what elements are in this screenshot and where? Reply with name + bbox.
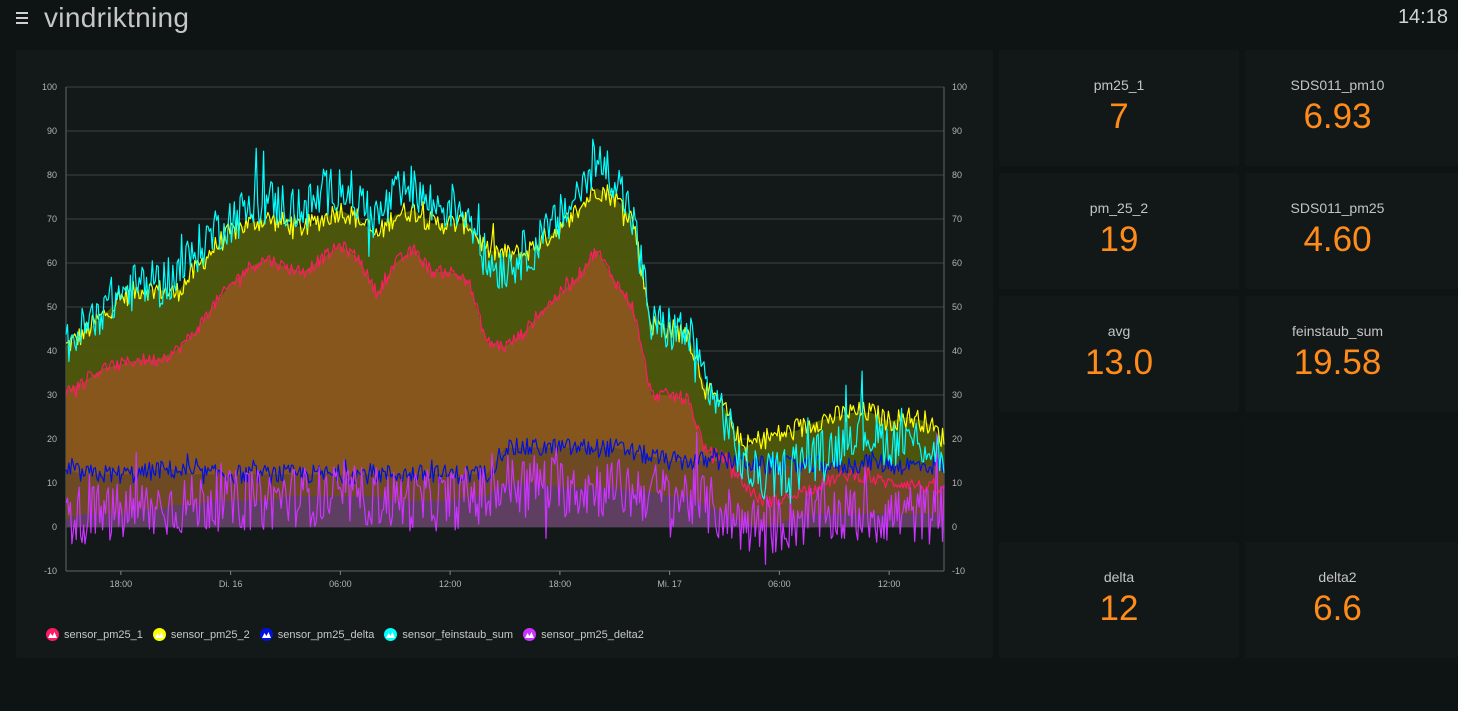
legend-swatch-icon [152,628,166,641]
tile-value: 7 [1109,97,1129,136]
x-tick-label: 06:00 [768,579,791,589]
tile-avg: avg 13.0 [999,296,1239,412]
chart-card: -10 -10 0 0 10 10 20 20 30 30 40 40 50 50 60 60 70 70 80 80… [16,50,993,658]
tile-value: 6.6 [1313,589,1362,628]
y-tick-label-left: 50 [47,302,57,312]
tile-label: delta [1103,569,1135,585]
y-tick-label-right: 20 [952,434,962,444]
legend-label: sensor_pm25_2 [170,628,250,641]
legend-item[interactable]: sensor_feinstaub_sum [384,628,513,641]
y-tick-label-right: 0 [952,522,957,532]
x-tick-label: 12:00 [439,579,462,589]
y-tick-label-right: -10 [952,566,965,576]
chart-legend: sensor_pm25_1 sensor_pm25_2 sensor_pm25_de… [46,628,644,641]
sensor_pm25_delta2-line [65,432,945,565]
tile-value: 19 [1099,220,1139,259]
particulate-chart: -10 -10 0 0 10 10 20 20 30 30 40 40 50 50 60 60 70 70 80 80… [42,82,967,589]
x-tick-label: 18:00 [549,579,572,589]
legend-label: sensor_pm25_delta [277,628,375,641]
legend-item[interactable]: sensor_pm25_1 [46,628,143,641]
tile-pm25-1: pm25_1 7 [999,50,1239,166]
tile-delta2: delta2 6.6 [1245,542,1458,658]
legend-swatch-icon [46,628,59,641]
top-bar: vindriktning 14:18 [0,0,1458,40]
y-tick-label-left: 0 [52,522,57,532]
tile-label: pm_25_2 [1089,200,1149,216]
y-tick-label-right: 30 [952,390,962,400]
sensor_pm25_1-line [65,241,945,508]
y-tick-label-right: 90 [952,126,962,136]
tile-label: avg [1107,323,1131,339]
legend-swatch-icon [523,628,537,641]
legend-swatch-icon [384,628,398,641]
y-tick-label-left: 40 [47,346,57,356]
tile-value: 13.0 [1084,343,1154,382]
y-tick-label-left: 100 [42,82,57,92]
tile-feinstaub-sum: feinstaub_sum 19.58 [1245,296,1458,412]
x-tick-label: 12:00 [878,579,901,589]
x-tick-label: 06:00 [329,579,352,589]
legend-label: sensor_pm25_1 [64,628,143,641]
x-tick-label: 18:00 [110,579,133,589]
tile-sds011-pm25: SDS011_pm25 4.60 [1245,173,1458,289]
tile-value: 4.60 [1303,220,1372,259]
y-tick-label-left: 70 [47,214,57,224]
y-tick-label-left: 80 [47,170,57,180]
y-tick-label-right: 40 [952,346,962,356]
tile-value: 6.93 [1303,97,1372,136]
tile-label: SDS011_pm25 [1290,200,1385,216]
tile-label: SDS011_pm10 [1290,77,1385,93]
legend-item[interactable]: sensor_pm25_delta2 [523,628,644,641]
x-tick-label: Di. 16 [219,579,243,589]
legend-label: sensor_pm25_delta2 [541,628,644,641]
legend-swatch-icon [259,628,273,641]
tile-empty [1245,419,1458,535]
y-tick-label-right: 80 [952,170,962,180]
y-tick-label-left: 10 [47,478,57,488]
y-tick-label-left: 20 [47,434,57,444]
legend-item[interactable]: sensor_pm25_2 [152,628,250,641]
sensor_feinstaub_sum-line [65,138,945,504]
tile-value: 19.58 [1293,343,1382,382]
y-tick-label-left: -10 [44,566,57,576]
y-tick-label-left: 60 [47,258,57,268]
clock: 14:18 [1397,6,1448,28]
y-tick-label-right: 50 [952,302,962,312]
tile-label: pm25_1 [1093,77,1145,93]
y-tick-label-left: 90 [47,126,57,136]
tile-value: 12 [1099,589,1139,628]
y-tick-label-right: 60 [952,258,962,268]
x-tick-label: Mi. 17 [657,579,682,589]
tile-pm-25-2: pm_25_2 19 [999,173,1239,289]
legend-item[interactable]: sensor_pm25_delta [259,628,375,641]
sensor_pm25_2-line [65,184,945,462]
menu-icon[interactable] [16,9,32,27]
tile-sds011-pm10: SDS011_pm10 6.93 [1245,50,1458,166]
legend-label: sensor_feinstaub_sum [402,628,514,641]
y-tick-label-left: 30 [47,390,57,400]
y-tick-label-right: 100 [952,82,967,92]
y-tick-label-right: 10 [952,478,962,488]
tile-label: delta2 [1318,569,1357,585]
tile-delta: delta 12 [999,542,1239,658]
tile-label: feinstaub_sum [1291,323,1384,339]
dashboard-title: vindriktning [44,2,190,33]
y-tick-label-right: 70 [952,214,962,224]
tile-empty [999,419,1239,535]
